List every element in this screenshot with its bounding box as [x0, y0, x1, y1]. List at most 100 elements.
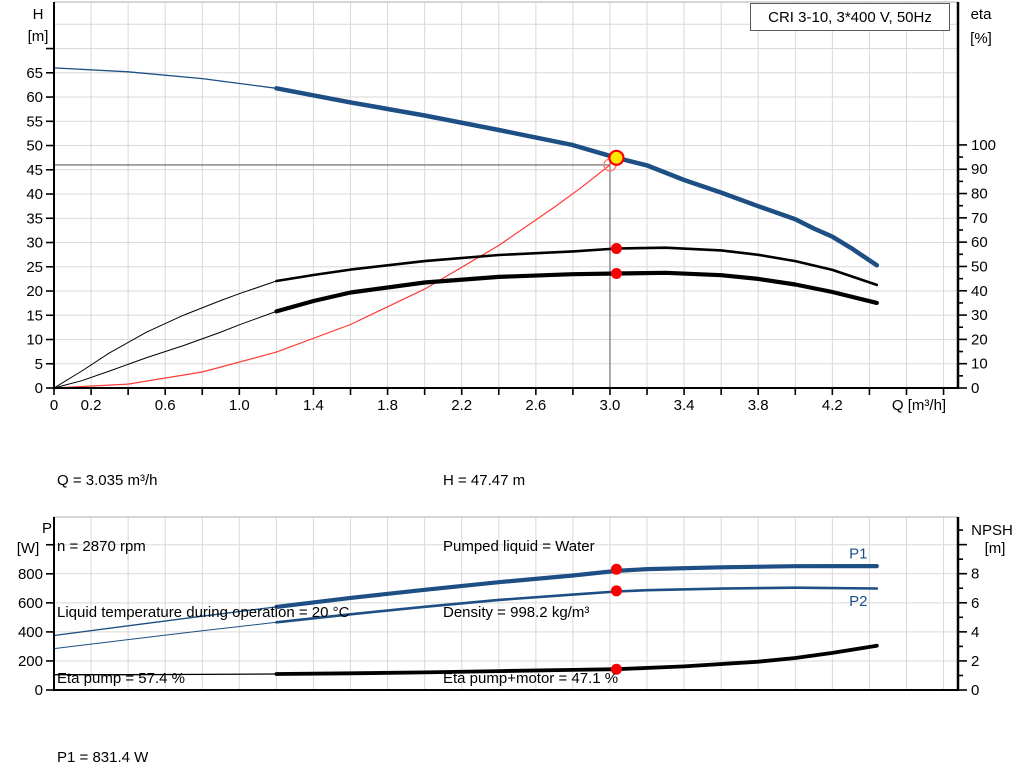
- svg-text:30: 30: [26, 235, 43, 252]
- info-line-eta-pump: Eta pump = 57.4 %: [57, 670, 185, 687]
- svg-text:3.4: 3.4: [674, 397, 695, 414]
- axis-titles: P[W] NPSH[m]: [17, 520, 1013, 557]
- svg-text:60: 60: [26, 89, 43, 106]
- chart-title-box: CRI 3-10, 3*400 V, 50Hz: [750, 3, 950, 31]
- svg-text:4.2: 4.2: [822, 397, 843, 414]
- system-curve: [53, 164, 611, 389]
- eta-pump-curve-thin-segment: [53, 280, 277, 389]
- eta-pump-motor-curve-segment: [274, 270, 879, 314]
- svg-text:2.6: 2.6: [525, 397, 546, 414]
- svg-text:5: 5: [35, 356, 43, 373]
- gridlines: [54, 1, 958, 388]
- svg-text:50: 50: [971, 258, 988, 275]
- left-axis-unit: [W]: [17, 540, 40, 557]
- svg-text:4: 4: [971, 624, 979, 641]
- pump-curve: [53, 67, 880, 268]
- svg-text:1.4: 1.4: [303, 397, 324, 414]
- svg-text:3.8: 3.8: [748, 397, 769, 414]
- svg-text:40: 40: [971, 283, 988, 300]
- duty-info-left: Q = 3.035 m³/h n = 2870 rpm Liquid tempe…: [57, 426, 349, 734]
- pump-curve-segment: [274, 86, 880, 268]
- p1-curve: [53, 563, 879, 637]
- svg-text:0.2: 0.2: [81, 397, 102, 414]
- right-axis-ticks: 0 2 4 6 8: [958, 529, 979, 699]
- eta-pump-motor-curve-thin-segment: [53, 310, 277, 389]
- right-axis-unit: [%]: [970, 30, 992, 47]
- svg-text:1.0: 1.0: [229, 397, 250, 414]
- svg-text:200: 200: [18, 653, 43, 670]
- svg-text:50: 50: [26, 138, 43, 155]
- info-line-q: Q = 3.035 m³/h: [57, 472, 158, 489]
- info-line-temperature: Liquid temperature during operation = 20…: [57, 604, 350, 621]
- svg-text:15: 15: [26, 307, 43, 324]
- p2-curve-segment: [275, 586, 879, 624]
- info-line-liquid: Pumped liquid = Water: [443, 538, 595, 555]
- npsh-curve-thin-segment: [53, 673, 278, 676]
- svg-text:0.6: 0.6: [155, 397, 176, 414]
- svg-text:2.2: 2.2: [451, 397, 472, 414]
- svg-text:45: 45: [26, 162, 43, 179]
- svg-text:800: 800: [18, 566, 43, 583]
- svg-text:0: 0: [971, 380, 979, 397]
- svg-text:35: 35: [26, 210, 43, 227]
- svg-text:2: 2: [971, 653, 979, 670]
- p1-dot: [610, 563, 622, 575]
- svg-text:60: 60: [971, 234, 988, 251]
- series-label-p1: P1: [849, 545, 867, 562]
- svg-text:55: 55: [26, 113, 43, 130]
- svg-text:1.8: 1.8: [377, 397, 398, 414]
- svg-text:0: 0: [35, 380, 43, 397]
- svg-text:30: 30: [971, 307, 988, 324]
- svg-text:0: 0: [35, 682, 43, 699]
- left-axis-ticks: 0 5 10 15 20 25 30 35 40 45 50 55 60 65: [26, 47, 54, 397]
- eta-pump-curve: [53, 246, 879, 389]
- eta-pump-dot: [610, 242, 622, 254]
- svg-text:0: 0: [971, 682, 979, 699]
- system-curve-thin-segment: [53, 164, 611, 389]
- p1-curve-thin-segment: [53, 606, 278, 637]
- chart-title: CRI 3-10, 3*400 V, 50Hz: [768, 8, 932, 26]
- duty-info-right: H = 47.47 m Pumped liquid = Water Densit…: [443, 426, 618, 734]
- npsh-dot: [610, 663, 622, 675]
- right-axis-unit: [m]: [985, 540, 1006, 557]
- axes: [53, 2, 960, 389]
- svg-text:40: 40: [26, 186, 43, 203]
- x-axis-ticks: 0 0.2 0.6 1.0 1.4 1.8 2.2 2.6 3.0 3.4 3.8 4.2 Q [m³/…: [50, 388, 946, 414]
- p2-curve-thin-segment: [53, 621, 277, 650]
- svg-text:65: 65: [26, 65, 43, 82]
- hq-chart: 0 5 10 15 20 25 30 35 40 45 50 55 60 65 0 10 20 30 40 50 60 7…: [26, 1, 996, 414]
- svg-text:400: 400: [18, 624, 43, 641]
- svg-text:20: 20: [971, 331, 988, 348]
- duty-point-marker[interactable]: [608, 149, 625, 166]
- svg-text:20: 20: [26, 283, 43, 300]
- svg-text:80: 80: [971, 186, 988, 203]
- info-line-p1: P1 = 831.4 W: [57, 749, 149, 766]
- info-line-h: H = 47.47 m: [443, 472, 526, 489]
- p2-curve: [53, 586, 879, 650]
- power-info: P1 = 831.4 W P2 = 682.8 W NPSH = 1.43 m: [57, 703, 162, 781]
- svg-text:90: 90: [971, 161, 988, 178]
- svg-text:0: 0: [50, 397, 58, 414]
- power-npsh-chart: 0 200 400 600 800 0 2 4 6 8 P[W] NPSH[m] P1 P2: [17, 516, 1013, 699]
- pump-curve-thin-segment: [53, 67, 278, 89]
- p1-curve-segment: [274, 563, 879, 610]
- left-axis-unit: [m]: [28, 28, 49, 45]
- svg-text:100: 100: [971, 137, 996, 154]
- svg-text:600: 600: [18, 595, 43, 612]
- svg-text:25: 25: [26, 259, 43, 276]
- right-axis-name: NPSH: [971, 522, 1013, 539]
- right-axis-ticks: 0 10 20 30 40 50 60 70 80 90 100: [958, 137, 996, 397]
- eta-pump-motor-dot: [610, 268, 622, 280]
- info-line-eta-pump-motor: Eta pump+motor = 47.1 %: [443, 670, 619, 687]
- series-label-p2: P2: [849, 593, 867, 610]
- left-axis-name: P: [42, 520, 52, 537]
- svg-text:3.0: 3.0: [600, 397, 621, 414]
- svg-text:10: 10: [971, 356, 988, 373]
- gridlines: [54, 516, 958, 690]
- info-line-density: Density = 998.2 kg/m³: [443, 604, 590, 621]
- left-axis-ticks: 0 200 400 600 800: [18, 543, 54, 699]
- svg-text:10: 10: [26, 332, 43, 349]
- eta-pump-motor-curve: [53, 270, 879, 389]
- svg-text:8: 8: [971, 566, 979, 583]
